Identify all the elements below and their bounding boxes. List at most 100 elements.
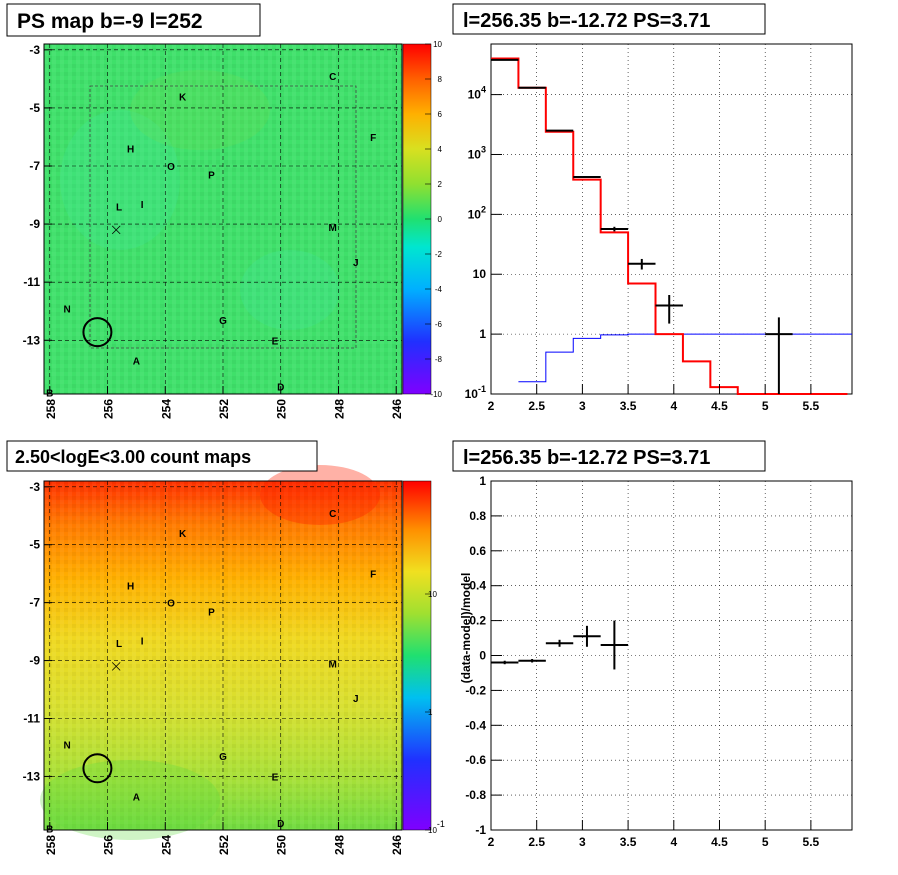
ps-cbar-label--4: -4 — [435, 285, 443, 294]
spectrum-frame — [490, 43, 853, 395]
ct-map-source-G: G — [219, 752, 227, 763]
residuals-title: l=256.35 b=-12.72 PS=3.71 — [463, 447, 710, 469]
res-ytick-label-1: 1 — [479, 474, 486, 488]
ps-map-ytick-label--5: -5 — [29, 101, 40, 115]
ps-map-title-box — [6, 3, 261, 37]
spec-xtick-label-3.5: 3.5 — [620, 399, 637, 413]
ps-map-ytick-label--13: -13 — [23, 333, 41, 347]
res-ytick-label-0.8: 0.8 — [469, 509, 486, 523]
ps-map-source-F: F — [370, 133, 376, 144]
ps-map-source-E: E — [272, 336, 279, 347]
ps-map-source-N: N — [63, 304, 70, 315]
ct-map-source-H: H — [127, 581, 134, 592]
ct-map-ytick-label--9: -9 — [29, 654, 40, 668]
ps-map-xtick-label-258: 258 — [44, 399, 58, 419]
spectrum-title-box — [452, 3, 766, 35]
ct-map-xtick-label-258: 258 — [44, 835, 58, 855]
ct-map-source-I: I — [141, 636, 144, 647]
ct-map-source-O: O — [167, 599, 175, 610]
ps-map-yellow-region — [130, 70, 270, 150]
count-map-colorbar-frame — [402, 480, 432, 831]
ps-map-xtick-label-254: 254 — [159, 399, 173, 419]
ct-map-xtick-label-250: 250 — [275, 835, 289, 855]
ps-cbar-label--10: -10 — [430, 390, 442, 399]
ct-map-source-E: E — [272, 772, 279, 783]
ps-map-cyan-region-2 — [240, 250, 340, 330]
ct-map-source-A: A — [133, 793, 140, 804]
ct-map-xtick-label-256: 256 — [102, 835, 116, 855]
count-map-hot-region — [260, 465, 380, 525]
res-xtick-label-4.5: 4.5 — [711, 835, 728, 849]
res-ytick-label--0.4: -0.4 — [465, 718, 486, 732]
res-xtick-label-2.5: 2.5 — [528, 835, 545, 849]
ps-cbar-label-10: 10 — [433, 40, 442, 49]
spec-xtick-label-2.5: 2.5 — [528, 399, 545, 413]
ps-map-source-A: A — [133, 357, 140, 368]
residuals-ylabel: (data-model)/model — [459, 573, 473, 684]
spec-ytick-label-5: 10-1 — [465, 384, 486, 401]
ps-map-xtick-label-252: 252 — [217, 399, 231, 419]
ct-map-source-M: M — [329, 659, 337, 670]
ps-map-source-M: M — [329, 223, 337, 234]
spectrum-red-histogram — [491, 57, 848, 395]
ps-map-source-H: H — [127, 145, 134, 156]
spec-xtick-label-4.5: 4.5 — [711, 399, 728, 413]
ps-cbar-label-0: 0 — [438, 215, 443, 224]
ps-map-source-K: K — [179, 92, 187, 103]
ct-map-ps-circle — [82, 753, 113, 784]
residuals-panel: 2 2.5 3 3.5 4 4.5 5 5.5 1 0.8 0.6 0.4 0.2 0 -0.2 -0.4 -0… — [465, 474, 853, 849]
spec-ytick-label-0: 104 — [468, 85, 486, 102]
ct-cbar-label-0: 10 — [428, 590, 437, 599]
spec-xtick-label-4: 4 — [670, 399, 677, 413]
ct-map-ytick-label--11: -11 — [23, 711, 40, 725]
count-map-title: 2.50<logE<3.00 count maps — [15, 447, 251, 467]
ps-map-source-G: G — [219, 316, 227, 327]
ct-map-source-F: F — [370, 570, 376, 581]
ps-map-grid — [44, 44, 402, 394]
ps-cbar-label-8: 8 — [438, 75, 443, 84]
spec-ytick-label-3: 10 — [473, 267, 487, 281]
ct-map-xtick-label-248: 248 — [332, 835, 346, 855]
ps-map-ytick-label--7: -7 — [29, 159, 40, 173]
spec-xtick-label-5: 5 — [762, 399, 769, 413]
spec-xtick-label-2: 2 — [488, 399, 495, 413]
spec-ytick-label-4: 1 — [479, 327, 486, 341]
ps-map-source-L: L — [116, 203, 122, 214]
ps-map-source-J: J — [353, 258, 359, 269]
ct-map-xtick-label-252: 252 — [217, 835, 231, 855]
res-xtick-label-4: 4 — [670, 835, 677, 849]
res-ytick-label--0.6: -0.6 — [465, 753, 486, 767]
res-xtick-label-3: 3 — [579, 835, 586, 849]
ps-map-source-O: O — [167, 162, 175, 173]
count-map-green-region — [40, 760, 220, 840]
ps-cbar-label-6: 6 — [438, 110, 443, 119]
res-ytick-label-0: 0 — [479, 649, 486, 663]
res-xtick-label-5: 5 — [762, 835, 769, 849]
ct-map-ytick-label--13: -13 — [23, 769, 41, 783]
ct-map-xtick-label-246: 246 — [390, 835, 404, 855]
ct-map-source-J: J — [353, 694, 359, 705]
ps-map-ytick-label--3: -3 — [29, 43, 40, 57]
ps-map-xtick-label-248: 248 — [332, 399, 346, 419]
ps-cbar-label-2: 2 — [438, 180, 443, 189]
ct-map-source-K: K — [179, 529, 187, 540]
ct-map-xtick-label-254: 254 — [159, 835, 173, 855]
res-xtick-label-5.5: 5.5 — [803, 835, 820, 849]
spec-xtick-label-3: 3 — [579, 399, 586, 413]
res-ytick-label-0.4: 0.4 — [469, 579, 486, 593]
res-ytick-label--0.8: -0.8 — [465, 788, 486, 802]
res-xtick-label-3.5: 3.5 — [620, 835, 637, 849]
ps-map-source-P: P — [208, 171, 215, 182]
res-xtick-label-2: 2 — [488, 835, 495, 849]
ps-cbar-label-4: 4 — [438, 145, 443, 154]
ps-map-panel: CKFHOPLIMJNGAEDB 258256254252250248246-3… — [23, 40, 443, 419]
ct-map-cross-marker — [111, 662, 121, 671]
ps-cbar-label--2: -2 — [435, 250, 443, 259]
ps-map-source-C: C — [329, 72, 336, 83]
ps-map-xtick-label-250: 250 — [275, 399, 289, 419]
ps-map-title: PS map b=-9 l=252 — [17, 10, 203, 33]
count-map-panel: CKFHOPLIMJNGAEDB 258256254252250248246-3… — [23, 465, 445, 855]
residuals-title-box — [452, 440, 766, 472]
